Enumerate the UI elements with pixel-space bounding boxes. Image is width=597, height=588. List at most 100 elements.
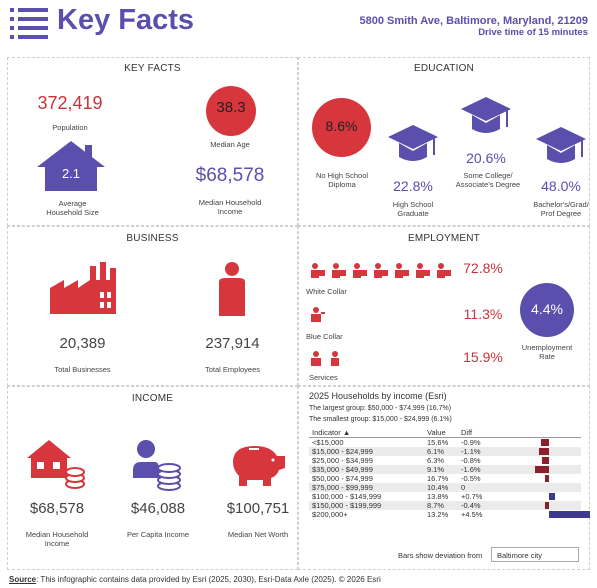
median-hh-label-line2: Income bbox=[44, 539, 70, 548]
cell-indicator: $200,000+ bbox=[312, 510, 348, 519]
cell-diff: -1.1% bbox=[458, 447, 491, 456]
cell-value: 16.7% bbox=[427, 474, 449, 483]
deviation-select[interactable]: Baltimore city bbox=[491, 547, 579, 562]
no-hs-label: No High School Diploma bbox=[302, 171, 382, 189]
education-title: EDUCATION bbox=[414, 63, 474, 74]
cell-diff: +4.5% bbox=[461, 510, 483, 519]
table-row: $50,000 - $74,999 16.7% -0.5% bbox=[309, 474, 581, 483]
household-size-label: Average Household Size bbox=[25, 199, 120, 217]
cell-indicator: $25,000 - $34,999 bbox=[312, 456, 373, 465]
hs-label-line1: High School bbox=[392, 200, 434, 209]
some-college-value: 20.6% bbox=[466, 150, 506, 166]
cell-diff: -0.8% bbox=[461, 456, 481, 465]
key-facts-title: KEY FACTS bbox=[124, 63, 181, 74]
net-worth-label: Median Net Worth bbox=[227, 530, 289, 539]
cell-diff: -0.4% bbox=[458, 501, 491, 510]
income-title: INCOME bbox=[131, 393, 174, 404]
business-panel bbox=[7, 226, 298, 386]
worker-icon bbox=[310, 306, 326, 327]
cell-value: 10.4% bbox=[424, 483, 458, 492]
col-diff[interactable]: Diff bbox=[458, 428, 491, 438]
cell-indicator: $35,000 - $49,999 bbox=[309, 465, 424, 474]
total-employees-value: 237,914 bbox=[205, 335, 260, 352]
table-row: $25,000 - $34,999 6.3% -0.8% bbox=[309, 456, 581, 465]
graduation-cap-icon bbox=[387, 123, 439, 174]
unemployment-value: 4.4% bbox=[531, 301, 563, 317]
source-text: : This infographic contains data provide… bbox=[36, 575, 381, 584]
table-row: $75,000 - $99,999 10.4% 0 bbox=[309, 483, 581, 492]
largest-group: The largest group: $50,000 - $74,999 (16… bbox=[309, 405, 452, 412]
cell-bar bbox=[491, 474, 581, 483]
bachelors-label-line2: Prof Degree bbox=[540, 209, 582, 218]
coins-person-icon bbox=[133, 440, 183, 497]
some-college-label-line2: Associate's Degree bbox=[455, 180, 521, 189]
hs-label: High School Graduate bbox=[375, 200, 451, 218]
cell-indicator: $75,000 - $99,999 bbox=[309, 483, 424, 492]
per-capita-value: $46,088 bbox=[130, 500, 186, 517]
per-capita-label: Per Capita Income bbox=[126, 530, 190, 539]
no-hs-value: 8.6% bbox=[325, 118, 358, 134]
diff-bar bbox=[540, 439, 549, 446]
factory-icon bbox=[50, 262, 116, 319]
bachelors-label: Bachelor's/Grad/ Prof Degree bbox=[527, 200, 595, 218]
cell-indicator: $50,000 - $74,999 bbox=[312, 474, 373, 483]
table-header: Indicator ▲ Value Diff bbox=[309, 428, 581, 438]
median-income-label-line2: Income bbox=[217, 207, 243, 216]
employment-title: EMPLOYMENT bbox=[407, 233, 480, 244]
total-businesses-value: 20,389 bbox=[59, 335, 106, 352]
services-icons bbox=[310, 350, 344, 371]
households-title: 2025 Households by income (Esri) bbox=[309, 391, 447, 401]
no-hs-circle bbox=[312, 98, 371, 157]
cell-bar bbox=[491, 501, 581, 510]
cell-value: 8.7% bbox=[424, 501, 458, 510]
house-icon bbox=[35, 139, 107, 196]
diff-bar bbox=[544, 475, 549, 482]
diff-bar bbox=[549, 511, 590, 518]
cell-value: 9.1% bbox=[424, 465, 458, 474]
total-employees-label: Total Employees bbox=[204, 365, 261, 374]
cell-bar bbox=[491, 438, 581, 448]
total-businesses-label: Total Businesses bbox=[54, 365, 111, 374]
diff-bar bbox=[549, 493, 556, 500]
address-block: 5800 Smith Ave, Baltimore, Maryland, 212… bbox=[360, 15, 588, 39]
col-value[interactable]: Value bbox=[424, 428, 458, 438]
unemployment-label-line1: Unemployment bbox=[521, 343, 573, 352]
unemployment-circle bbox=[520, 283, 574, 337]
person-icon bbox=[217, 262, 247, 321]
money-house-icon bbox=[27, 438, 87, 495]
cell-diff: -0.5% bbox=[461, 474, 481, 483]
income-panel bbox=[7, 386, 298, 570]
hs-value: 22.8% bbox=[393, 178, 433, 194]
cell-indicator: $150,000 - $199,999 bbox=[309, 501, 424, 510]
bachelors-label-line1: Bachelor's/Grad/ bbox=[533, 200, 589, 209]
diff-bar bbox=[539, 448, 549, 455]
cell-indicator: <$15,000 bbox=[312, 438, 344, 447]
col-indicator[interactable]: Indicator ▲ bbox=[309, 428, 424, 438]
unemployment-label-line2: Rate bbox=[539, 352, 555, 361]
cell-diff: -1.6% bbox=[458, 465, 491, 474]
table-row: $35,000 - $49,999 9.1% -1.6% bbox=[309, 465, 581, 474]
households-panel bbox=[298, 386, 590, 570]
business-title: BUSINESS bbox=[126, 233, 179, 244]
cell-value: 13.2% bbox=[427, 510, 449, 519]
cell-indicator: $100,000 - $149,999 bbox=[312, 492, 382, 501]
net-worth-value: $100,751 bbox=[226, 500, 290, 517]
unemployment-label: Unemployment Rate bbox=[510, 343, 584, 361]
address: 5800 Smith Ave, Baltimore, Maryland, 212… bbox=[359, 15, 588, 27]
household-size-label-line1: Average bbox=[58, 199, 87, 208]
smallest-group: The smallest group: $15,000 - $24,999 (6… bbox=[309, 416, 452, 423]
median-age-circle bbox=[206, 86, 256, 136]
table-row: $100,000 - $149,999 13.8% +0.7% bbox=[309, 492, 581, 501]
services-label: Services bbox=[309, 373, 338, 382]
cell-diff: -0.9% bbox=[461, 438, 481, 447]
menu-icon[interactable] bbox=[10, 8, 48, 45]
diff-bar bbox=[545, 502, 549, 509]
cell-bar bbox=[491, 483, 581, 492]
white-collar-label: White Collar bbox=[306, 287, 347, 296]
median-hh-value: $68,578 bbox=[29, 500, 85, 517]
graduation-cap-icon bbox=[460, 95, 512, 146]
cell-bar bbox=[491, 447, 581, 456]
cell-bar bbox=[491, 465, 581, 474]
graduation-cap-icon bbox=[535, 125, 587, 176]
table-row: $15,000 - $24,999 6.1% -1.1% bbox=[309, 447, 581, 456]
